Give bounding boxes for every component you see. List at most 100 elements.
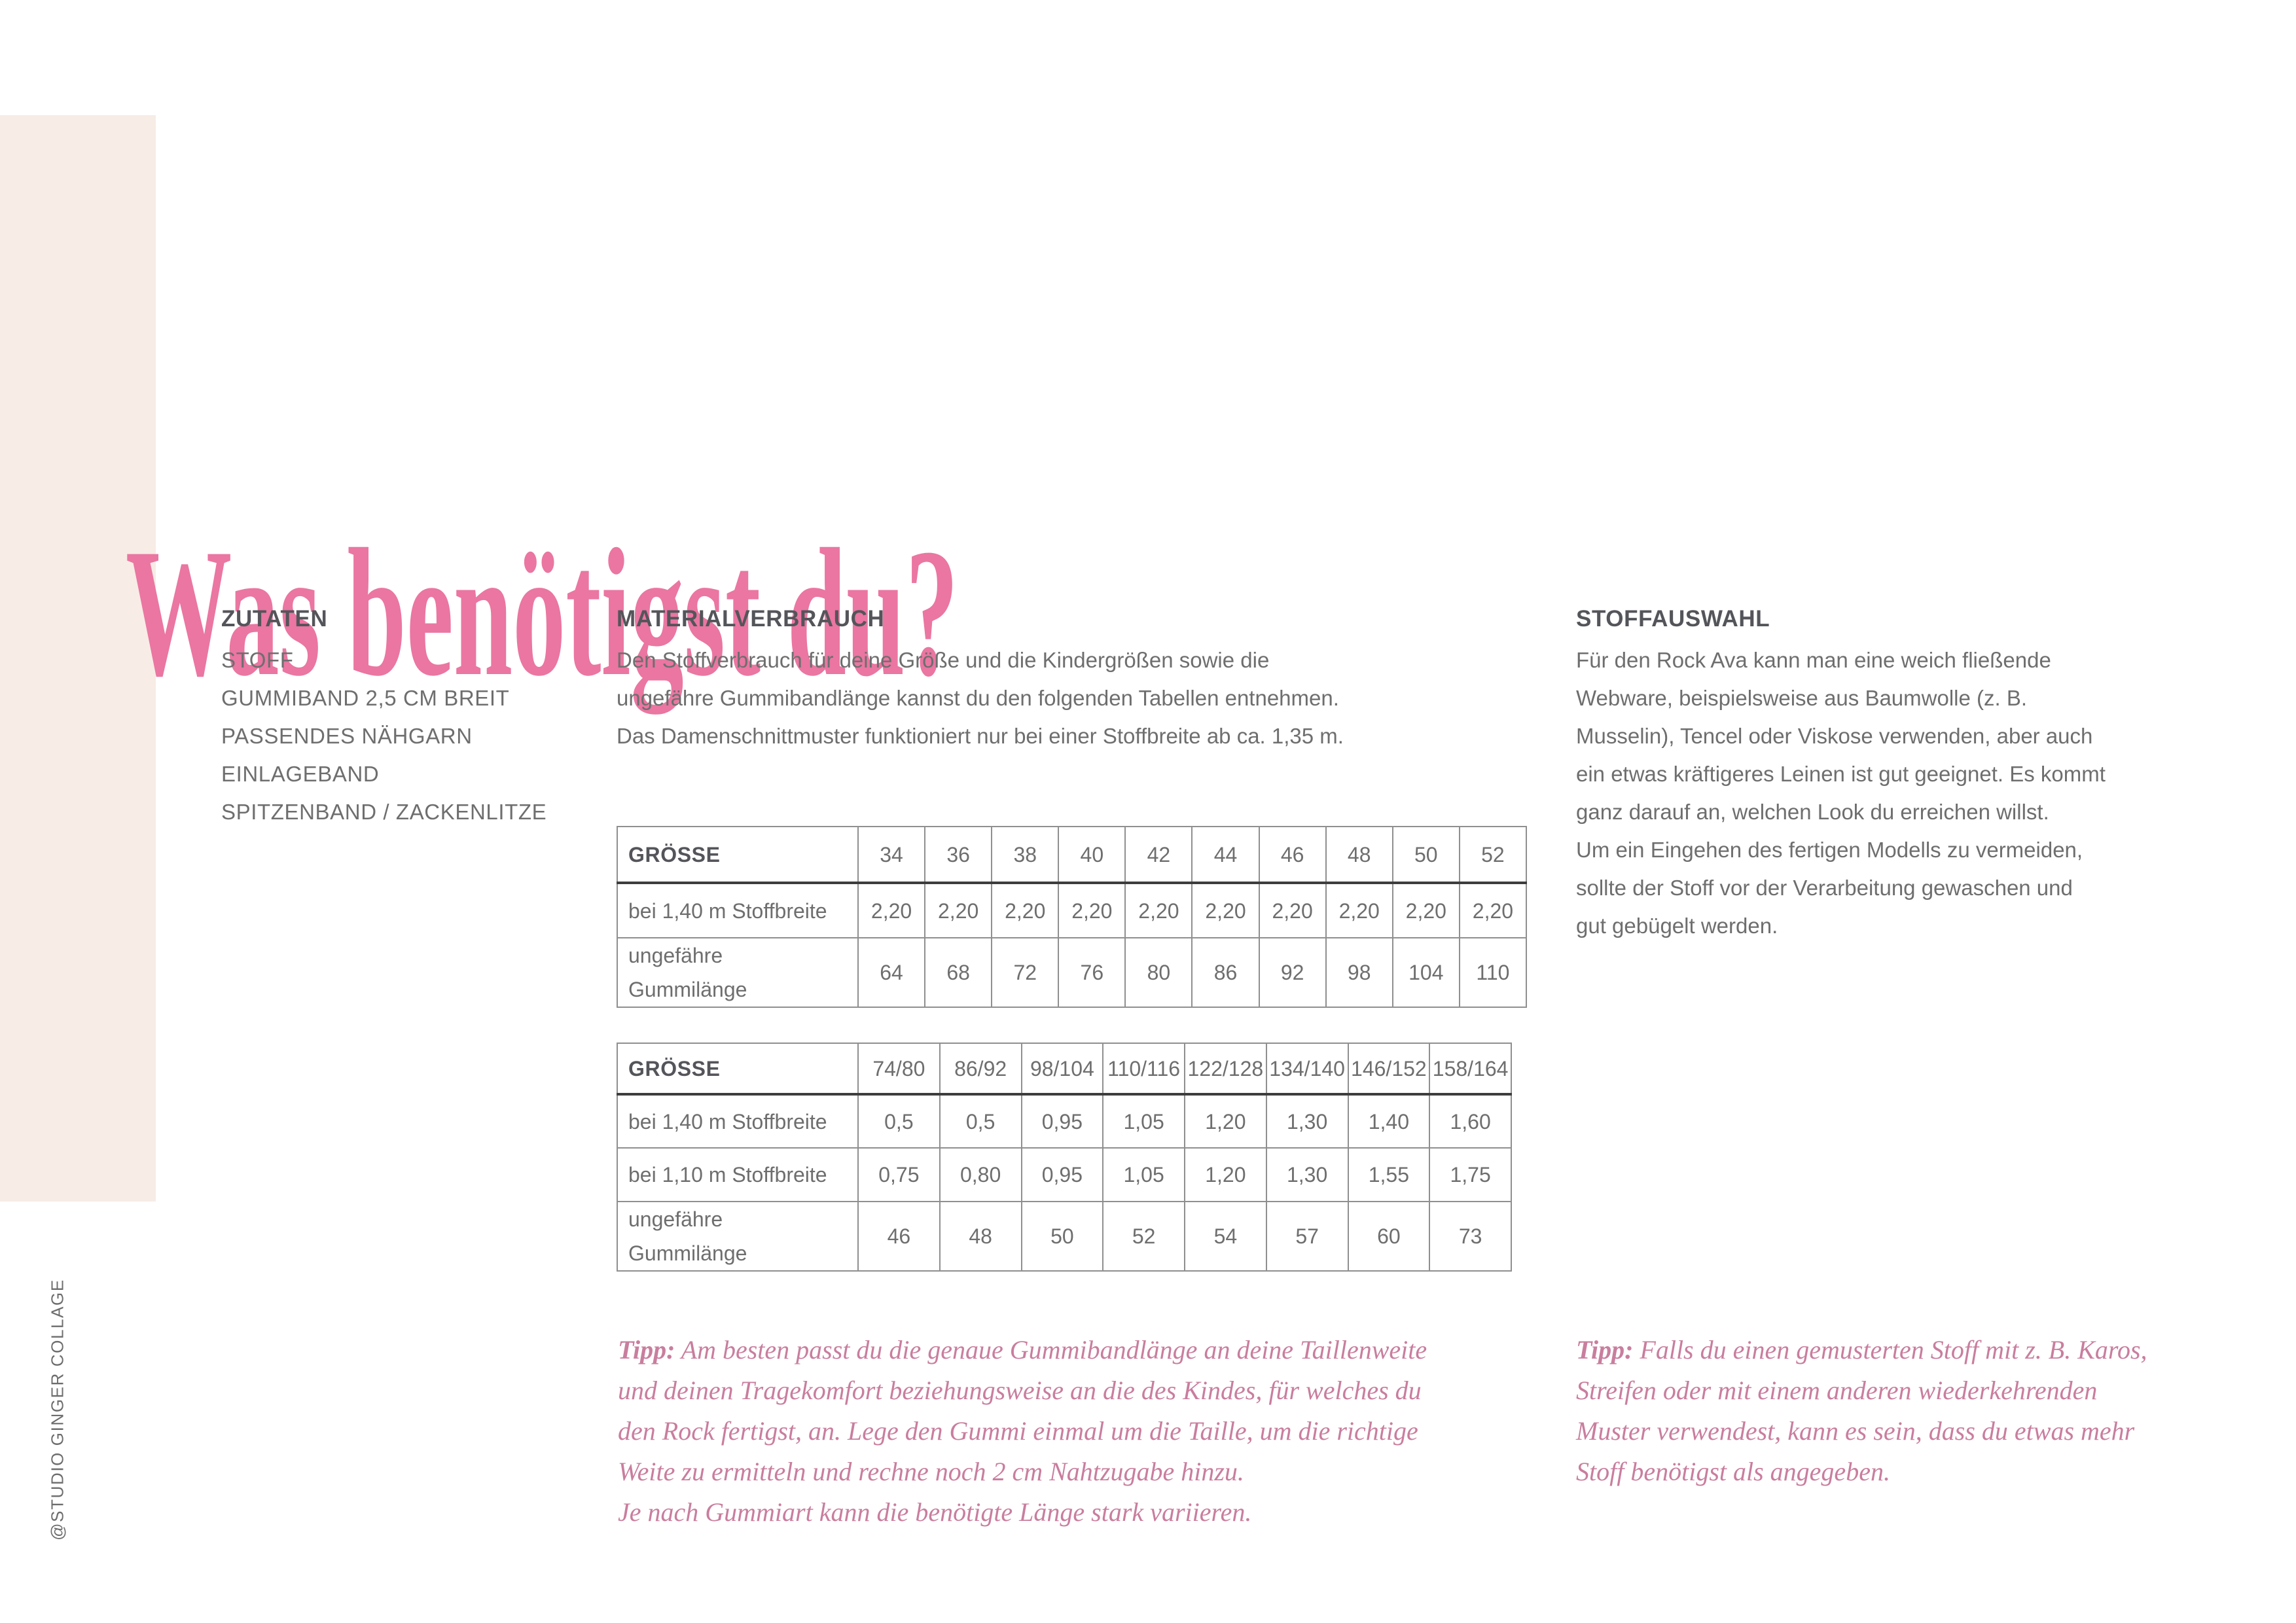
value-cell: 2,20 — [1325, 882, 1393, 938]
material-paragraph: Den Stoffverbrauch für deine Größe und d… — [617, 641, 1344, 755]
size-column-header: 40 — [1058, 826, 1126, 884]
fabric-heading: STOFFAUSWAHL — [1576, 606, 1770, 632]
ingredient-item: SPITZENBAND / ZACKENLITZE — [221, 800, 547, 824]
value-cell: 2,20 — [924, 882, 993, 938]
size-column-header: 98/104 — [1020, 1043, 1104, 1096]
value-cell: 2,20 — [1124, 882, 1193, 938]
row-label: ungefähre Gummilänge — [617, 937, 859, 1008]
value-cell: 1,60 — [1429, 1094, 1512, 1149]
body-text-line: sollte der Stoff vor der Verarbeitung ge… — [1576, 876, 2073, 900]
row-label: ungefähre Gummilänge — [617, 1201, 859, 1272]
table-row: ungefähre Gummilänge 46 48 50 52 54 57 60 73 — [617, 1201, 1512, 1272]
value-cell: 0,95 — [1020, 1147, 1104, 1202]
fabric-paragraph: Für den Rock Ava kann man eine weich fli… — [1576, 641, 2106, 945]
body-text-line: Für den Rock Ava kann man eine weich fli… — [1576, 648, 2051, 672]
size-column-header: 52 — [1458, 826, 1528, 884]
value-cell: 57 — [1265, 1201, 1349, 1272]
size-column-header: 158/164 — [1429, 1043, 1512, 1096]
ingredient-item: STOFF — [221, 648, 294, 672]
value-cell: 50 — [1020, 1201, 1104, 1272]
tip-text: Am besten passt du die genaue Gummibandl… — [675, 1335, 1427, 1364]
table-row: bei 1,10 m Stoffbreite 0,75 0,80 0,95 1,05 1,… — [617, 1147, 1512, 1202]
value-cell: 72 — [991, 937, 1060, 1008]
tip-left: Tipp: Am besten passt du die genaue Gumm… — [618, 1330, 1427, 1533]
tip-text-line: und deinen Tragekomfort beziehungsweise … — [618, 1376, 1422, 1405]
value-cell: 46 — [857, 1201, 941, 1272]
value-cell: 54 — [1184, 1201, 1267, 1272]
value-cell: 0,75 — [857, 1147, 941, 1202]
ingredient-item: PASSENDES NÄHGARN — [221, 724, 473, 748]
studio-credit: @STUDIO GINGER COLLAGE — [47, 1279, 67, 1541]
value-cell: 52 — [1102, 1201, 1185, 1272]
value-cell: 1,30 — [1265, 1147, 1349, 1202]
size-column-header: 50 — [1391, 826, 1460, 884]
value-cell: 0,5 — [857, 1094, 941, 1149]
value-cell: 0,5 — [939, 1094, 1022, 1149]
value-cell: 48 — [939, 1201, 1022, 1272]
value-cell: 80 — [1124, 937, 1193, 1008]
value-cell: 2,20 — [1458, 882, 1528, 938]
value-cell: 64 — [857, 937, 926, 1008]
value-cell: 2,20 — [857, 882, 926, 938]
body-text-line: Musselin), Tencel oder Viskose verwenden… — [1576, 724, 2093, 748]
value-cell: 60 — [1347, 1201, 1431, 1272]
body-text-line: gut gebügelt werden. — [1576, 914, 1778, 938]
body-text-line: Den Stoffverbrauch für deine Größe und d… — [617, 648, 1270, 672]
tip-text-line: Streifen oder mit einem anderen wiederke… — [1576, 1376, 2098, 1405]
material-section: MATERIALVERBRAUCH Den Stoffverbrauch für… — [617, 606, 1344, 755]
value-cell: 76 — [1058, 937, 1126, 1008]
table-row: bei 1,40 m Stoffbreite 0,5 0,5 0,95 1,05 1,20… — [617, 1094, 1512, 1149]
value-cell: 2,20 — [1058, 882, 1126, 938]
tip-text-line: den Rock fertigst, an. Lege den Gummi ei… — [618, 1416, 1418, 1446]
row-label: bei 1,40 m Stoffbreite — [617, 1094, 859, 1149]
size-column-header: 46 — [1258, 826, 1327, 884]
value-cell: 0,95 — [1020, 1094, 1104, 1149]
size-column-header: 36 — [924, 826, 993, 884]
ingredient-item: GUMMIBAND 2,5 CM BREIT — [221, 686, 510, 710]
row-label: bei 1,10 m Stoffbreite — [617, 1147, 859, 1202]
body-text-line: Das Damenschnittmuster funktioniert nur … — [617, 724, 1344, 748]
value-cell: 1,20 — [1184, 1147, 1267, 1202]
value-cell: 1,55 — [1347, 1147, 1431, 1202]
value-cell: 86 — [1191, 937, 1260, 1008]
value-cell: 2,20 — [1191, 882, 1260, 938]
value-cell: 1,20 — [1184, 1094, 1267, 1149]
value-cell: 73 — [1429, 1201, 1512, 1272]
value-cell: 2,20 — [1258, 882, 1327, 938]
body-text-line: Um ein Eingehen des fertigen Modells zu … — [1576, 838, 2083, 862]
size-column-header: 86/92 — [939, 1043, 1022, 1096]
value-cell: 92 — [1258, 937, 1327, 1008]
value-cell: 68 — [924, 937, 993, 1008]
tip-text-line: Je nach Gummiart kann die benötigte Läng… — [618, 1497, 1252, 1527]
value-cell: 1,05 — [1102, 1094, 1185, 1149]
kids-sizes-table: GRÖSSE 74/80 86/92 98/104 110/116 122/128 134/… — [617, 1043, 1512, 1272]
value-cell: 0,80 — [939, 1147, 1022, 1202]
tip-text-line: Stoff benötigst als angegeben. — [1576, 1457, 1890, 1486]
value-cell: 104 — [1391, 937, 1460, 1008]
tip-text: Falls du einen gemusterten Stoff mit z. … — [1633, 1335, 2147, 1364]
body-text-line: Webware, beispielsweise aus Baumwolle (z… — [1576, 686, 2028, 710]
tip-text-line: Tipp: Falls du einen gemusterten Stoff m… — [1576, 1330, 2147, 1370]
body-text-line: ganz darauf an, welchen Look du erreiche… — [1576, 800, 2049, 824]
table-row: bei 1,40 m Stoffbreite 2,20 2,20 2,20 2,20 2,… — [617, 882, 1528, 938]
size-column-header: 44 — [1191, 826, 1260, 884]
ingredients-list: STOFF GUMMIBAND 2,5 CM BREIT PASSENDES NÄH… — [221, 641, 547, 831]
tip-right-rest: Streifen oder mit einem anderen wiederke… — [1576, 1370, 2147, 1492]
value-cell: 1,40 — [1347, 1094, 1431, 1149]
tip-left-rest: und deinen Tragekomfort beziehungsweise … — [618, 1370, 1427, 1533]
value-cell: 2,20 — [1391, 882, 1460, 938]
page-title: Was benötigst du? — [126, 510, 959, 714]
size-column-header: 42 — [1124, 826, 1193, 884]
size-table-corner-label: GRÖSSE — [617, 1043, 859, 1096]
ingredient-item: EINLAGEBAND — [221, 762, 380, 786]
tip-text-line: Weite zu ermitteln und rechne noch 2 cm … — [618, 1457, 1244, 1486]
value-cell: 1,30 — [1265, 1094, 1349, 1149]
size-column-header: 146/152 — [1347, 1043, 1431, 1096]
row-label: bei 1,40 m Stoffbreite — [617, 882, 859, 938]
fabric-section: STOFFAUSWAHL Für den Rock Ava kann man e… — [1576, 606, 2106, 945]
size-column-header: 48 — [1325, 826, 1393, 884]
tip-text-line: Muster verwendest, kann es sein, dass du… — [1576, 1416, 2135, 1446]
tip-text-line: Tipp: Am besten passt du die genaue Gumm… — [618, 1330, 1427, 1370]
tip-label: Tipp: — [618, 1335, 675, 1364]
